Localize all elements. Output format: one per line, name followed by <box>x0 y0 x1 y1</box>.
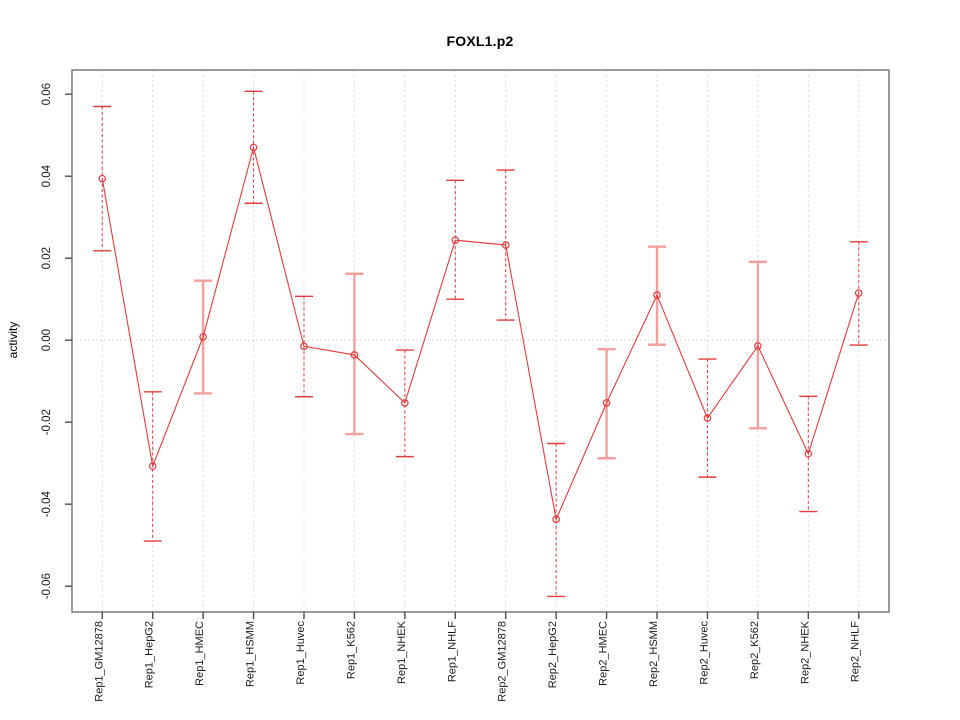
x-tick-label: Rep1_NHLF <box>446 621 458 682</box>
data-point <box>350 351 359 359</box>
x-tick-label: Rep1_HSMM <box>245 621 257 687</box>
x-tick-label: Rep2_HepG2 <box>547 621 559 688</box>
data-point <box>451 236 460 244</box>
x-tick-label: Rep1_K562 <box>345 621 357 679</box>
y-tick-label: 0.04 <box>41 164 53 187</box>
x-tick-label: Rep1_HMEC <box>194 621 206 686</box>
data-point <box>602 399 611 407</box>
data-point <box>199 333 207 341</box>
data-point <box>249 143 258 152</box>
x-tick-label: Rep2_Huvec <box>698 621 710 685</box>
x-tick-label: Rep2_NHEK <box>799 620 811 684</box>
y-tick-label: -0.06 <box>41 573 53 599</box>
x-tick-label: Rep1_GM12878 <box>93 621 105 702</box>
y-tick-label: -0.02 <box>41 409 53 435</box>
data-point <box>703 414 712 422</box>
data-point <box>501 241 510 249</box>
y-tick-label: 0.02 <box>41 247 53 269</box>
data-point <box>552 515 560 524</box>
y-tick-label: 0.06 <box>41 83 53 105</box>
data-point <box>804 449 813 458</box>
x-tick-label: Rep2_NHLF <box>850 621 862 682</box>
data-point <box>754 342 762 350</box>
series-line <box>101 145 860 522</box>
data-point <box>401 399 409 407</box>
plot-frame <box>71 69 890 613</box>
x-tick-label: Rep2_HMEC <box>598 621 610 686</box>
x-tick-label: Rep1_HepG2 <box>144 621 156 688</box>
x-tick-label: Rep2_K562 <box>749 621 761 679</box>
x-tick-label: Rep1_Huvec <box>295 621 307 685</box>
data-point <box>98 174 107 183</box>
data-point <box>854 289 863 297</box>
x-tick-label: Rep1_NHEK <box>396 620 408 684</box>
data-point <box>653 291 661 299</box>
chart-title: FOXL1.p2 <box>446 33 514 49</box>
y-tick-label: 0.00 <box>41 329 53 351</box>
y-tick-label: -0.04 <box>41 490 53 517</box>
x-tick-label: Rep2_GM12878 <box>497 621 509 702</box>
data-point <box>148 462 157 470</box>
data-point <box>300 342 308 351</box>
x-tick-label: Rep2_HSMM <box>648 621 660 687</box>
